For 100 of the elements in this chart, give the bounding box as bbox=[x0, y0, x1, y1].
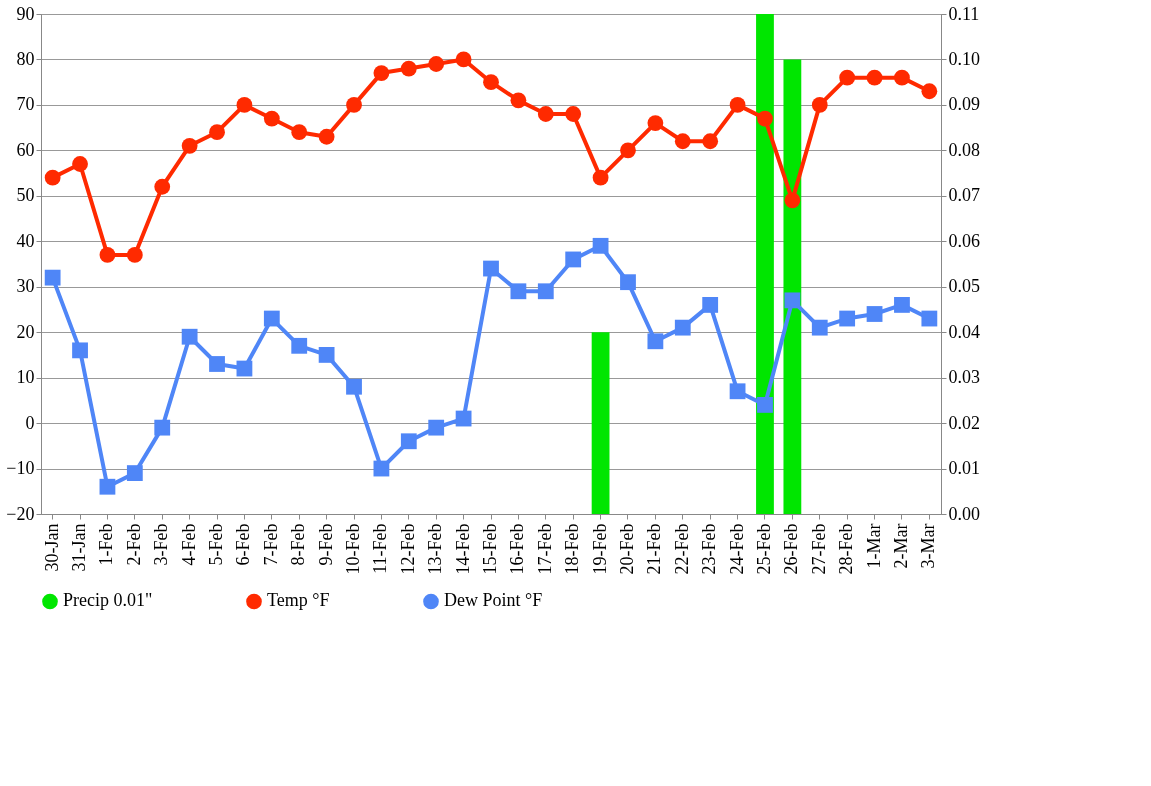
point bbox=[729, 383, 746, 400]
x-tick-label: 16-Feb bbox=[507, 523, 528, 575]
y-tick-label: −20 bbox=[6, 503, 35, 524]
point bbox=[839, 69, 856, 86]
point bbox=[921, 310, 938, 327]
x-tick-label: 5-Feb bbox=[206, 523, 227, 566]
point bbox=[263, 310, 280, 327]
point bbox=[620, 274, 636, 291]
point bbox=[510, 92, 527, 109]
point bbox=[702, 297, 719, 313]
y2-tick-label: 0.10 bbox=[948, 48, 980, 69]
x-tick-label: 31-Jan bbox=[69, 523, 90, 572]
y2-tick-label: 0.01 bbox=[948, 458, 980, 479]
y2-tick-label: 0.06 bbox=[948, 230, 980, 251]
x-tick-label: 25-Feb bbox=[753, 523, 774, 575]
y-tick-label: 20 bbox=[16, 321, 35, 342]
x-tick-label: 21-Feb bbox=[644, 523, 665, 575]
x-tick-label: 4-Feb bbox=[178, 523, 199, 566]
point bbox=[99, 247, 116, 263]
point bbox=[291, 337, 308, 354]
x-tick-label: 2-Mar bbox=[890, 523, 911, 569]
x-tick-label: 23-Feb bbox=[699, 523, 720, 575]
point bbox=[428, 419, 445, 436]
point bbox=[126, 465, 143, 481]
y2-tick-label: 0.05 bbox=[948, 276, 980, 297]
bar bbox=[756, 14, 774, 514]
x-tick-label: 14-Feb bbox=[452, 523, 473, 575]
point bbox=[647, 333, 664, 350]
x-tick-label: 11-Feb bbox=[370, 523, 391, 574]
y2-tick-label: 0.03 bbox=[948, 367, 980, 388]
point bbox=[373, 65, 390, 81]
y-tick-label: 90 bbox=[16, 3, 35, 24]
x-tick-label: 1-Mar bbox=[863, 523, 884, 569]
y2-tick-label: 0.11 bbox=[948, 3, 980, 24]
x-tick-label: 30-Jan bbox=[41, 523, 62, 572]
x-tick-label: 19-Feb bbox=[589, 523, 610, 575]
x-tick-label: 3-Feb bbox=[151, 523, 172, 566]
point bbox=[839, 310, 856, 327]
point bbox=[537, 106, 554, 122]
legend-label: Temp °F bbox=[267, 590, 330, 611]
point bbox=[318, 347, 335, 363]
y-tick-label: 50 bbox=[16, 185, 35, 206]
x-tick-label: 9-Feb bbox=[315, 523, 336, 566]
y2-tick-label: 0.04 bbox=[948, 321, 980, 342]
x-tick-label: 20-Feb bbox=[616, 523, 637, 575]
point bbox=[455, 51, 472, 68]
x-tick-label: 28-Feb bbox=[836, 523, 857, 575]
point bbox=[373, 460, 390, 477]
point bbox=[154, 419, 171, 436]
point bbox=[811, 97, 828, 113]
point bbox=[565, 106, 582, 122]
y-tick-label: −10 bbox=[6, 458, 35, 479]
y-tick-label: 70 bbox=[16, 94, 35, 115]
x-tick-label: 6-Feb bbox=[233, 523, 254, 566]
y2-tick-label: 0.08 bbox=[948, 139, 980, 160]
point bbox=[44, 269, 61, 286]
y-tick-label: 40 bbox=[16, 230, 35, 251]
point bbox=[209, 124, 225, 141]
point bbox=[620, 142, 636, 159]
y2-tick-label: 0.02 bbox=[948, 412, 980, 433]
y-tick-label: 30 bbox=[16, 276, 35, 297]
point bbox=[72, 156, 88, 172]
point bbox=[291, 124, 308, 141]
point bbox=[455, 410, 472, 427]
point bbox=[72, 342, 88, 359]
point bbox=[894, 297, 910, 313]
point bbox=[483, 260, 499, 277]
point bbox=[346, 378, 362, 395]
point bbox=[263, 110, 280, 127]
point bbox=[757, 110, 773, 127]
point bbox=[400, 60, 417, 77]
y2-tick-label: 0.00 bbox=[948, 503, 980, 524]
point bbox=[674, 133, 691, 150]
x-tick-label: 12-Feb bbox=[397, 523, 418, 575]
point bbox=[318, 128, 335, 145]
point bbox=[154, 178, 171, 195]
x-tick-label: 24-Feb bbox=[726, 523, 747, 575]
point bbox=[428, 56, 445, 72]
point bbox=[784, 192, 801, 209]
x-tick-label: 22-Feb bbox=[671, 523, 692, 575]
x-tick-label: 1-Feb bbox=[96, 523, 117, 566]
point bbox=[181, 328, 198, 345]
point bbox=[866, 69, 883, 86]
x-tick-label: 2-Feb bbox=[123, 523, 144, 566]
point bbox=[99, 478, 116, 495]
x-tick-label: 13-Feb bbox=[425, 523, 446, 575]
point bbox=[729, 97, 746, 113]
point bbox=[866, 306, 883, 322]
point bbox=[592, 237, 609, 254]
point bbox=[592, 169, 609, 186]
point bbox=[510, 283, 527, 300]
x-tick-label: 7-Feb bbox=[260, 523, 281, 566]
x-tick-label: 17-Feb bbox=[534, 523, 555, 575]
point bbox=[647, 115, 664, 131]
point bbox=[674, 319, 691, 336]
legend-label: Dew Point °F bbox=[444, 590, 543, 611]
point bbox=[702, 133, 719, 150]
x-tick-label: 18-Feb bbox=[562, 523, 583, 575]
point bbox=[126, 247, 143, 263]
bar bbox=[591, 332, 610, 514]
